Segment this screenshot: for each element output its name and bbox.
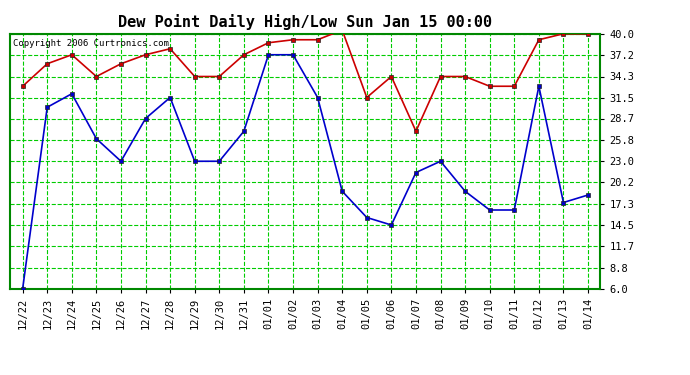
Title: Dew Point Daily High/Low Sun Jan 15 00:00: Dew Point Daily High/Low Sun Jan 15 00:0…	[118, 14, 493, 30]
Text: Copyright 2006 Curtronics.com: Copyright 2006 Curtronics.com	[13, 39, 169, 48]
